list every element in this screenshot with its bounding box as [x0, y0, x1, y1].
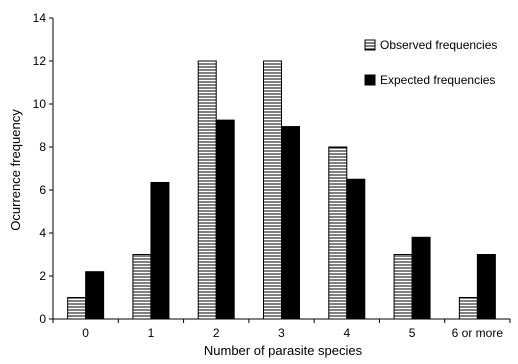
- legend-label-observed: Observed frequencies: [380, 38, 497, 52]
- x-tick-label: 6 or more: [452, 326, 504, 340]
- x-tick-label: 3: [278, 326, 285, 340]
- bars: [67, 60, 496, 320]
- legend-swatch-observed: [364, 39, 376, 51]
- y-tick-label: 0: [39, 312, 46, 326]
- legend: Observed frequencies Expected frequencie…: [364, 38, 497, 87]
- expected-bar-0: [85, 271, 105, 320]
- y-tick-label: 6: [39, 183, 46, 197]
- observed-bar-2: [197, 60, 217, 320]
- y-tick-label: 8: [39, 140, 46, 154]
- x-tick-label: 1: [148, 326, 155, 340]
- x-tick-label: 4: [343, 326, 350, 340]
- y-tick-label: 12: [33, 54, 47, 68]
- expected-bar-1: [150, 181, 170, 320]
- y-tick-label: 4: [39, 226, 46, 240]
- expected-bar-4: [346, 178, 366, 320]
- y-tick-label: 10: [33, 97, 47, 111]
- legend-swatch-expected: [364, 74, 376, 86]
- observed-bar-6: [458, 297, 478, 320]
- y-tick-label: 2: [39, 269, 46, 283]
- x-tick-label: 2: [213, 326, 220, 340]
- x-axis-label: Number of parasite species: [204, 343, 363, 358]
- x-tick-label: 0: [82, 326, 89, 340]
- expected-bar-3: [281, 126, 300, 320]
- observed-bar-5: [393, 254, 413, 320]
- expected-bar-5: [411, 236, 431, 320]
- y-axis-label: Ocurrence frequency: [8, 109, 23, 231]
- legend-label-expected: Expected frequencies: [380, 73, 495, 87]
- y-tick-label: 14: [33, 11, 47, 25]
- observed-bar-4: [328, 146, 348, 320]
- x-tick-label: 5: [409, 326, 416, 340]
- observed-bar-1: [132, 254, 152, 320]
- expected-bar-6: [476, 254, 496, 320]
- observed-bar-3: [263, 60, 282, 320]
- observed-bar-0: [67, 297, 87, 320]
- expected-bar-2: [215, 119, 235, 320]
